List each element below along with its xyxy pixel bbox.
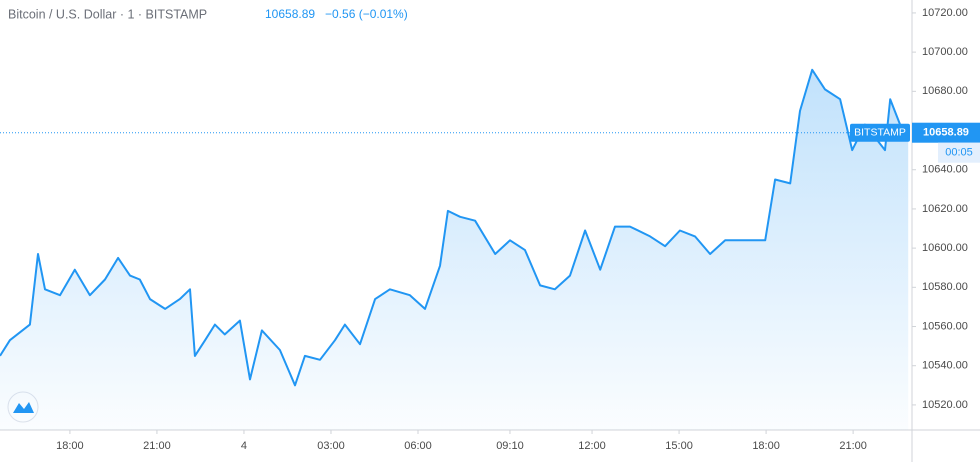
x-tick-label: 03:00 <box>317 440 345 452</box>
x-tick-label: 15:00 <box>665 440 693 452</box>
y-tick-label: 10640.00 <box>922 164 968 176</box>
symbol-title: Bitcoin / U.S. Dollar · 1 · BITSTAMP <box>8 7 207 21</box>
y-tick-label: 10540.00 <box>922 360 968 372</box>
price-tag-label: 10658.89 <box>923 127 969 139</box>
exchange-tag <box>850 123 910 142</box>
x-tick-label: 12:00 <box>578 440 606 452</box>
x-tick-label: 21:00 <box>143 440 171 452</box>
price-tag <box>912 122 980 143</box>
x-tick-label: 06:00 <box>404 440 432 452</box>
x-tick-label: 21:00 <box>839 440 867 452</box>
x-tick-label: 09:10 <box>496 440 524 452</box>
y-tick-label: 10720.00 <box>922 7 968 19</box>
x-tick-label: 18:00 <box>752 440 780 452</box>
exchange-label: BITSTAMP <box>854 126 906 138</box>
y-tick-label: 10620.00 <box>922 203 968 215</box>
y-tick-label: 10680.00 <box>922 85 968 97</box>
y-tick-label: 10600.00 <box>922 242 968 254</box>
y-tick-label: 10700.00 <box>922 46 968 58</box>
y-tick-label: 10520.00 <box>922 399 968 411</box>
price-line <box>0 68 909 387</box>
countdown-tag <box>938 142 980 163</box>
countdown-label: 00:05 <box>945 147 973 159</box>
last-price: 10658.89 <box>265 7 315 21</box>
price-change: −0.56 (−0.01%) <box>325 7 408 21</box>
y-tick-label: 10560.00 <box>922 320 968 332</box>
x-tick-label: 4 <box>241 440 247 452</box>
y-tick-label: 10580.00 <box>922 281 968 293</box>
area-fill <box>0 69 909 431</box>
x-tick-label: 18:00 <box>56 440 84 452</box>
